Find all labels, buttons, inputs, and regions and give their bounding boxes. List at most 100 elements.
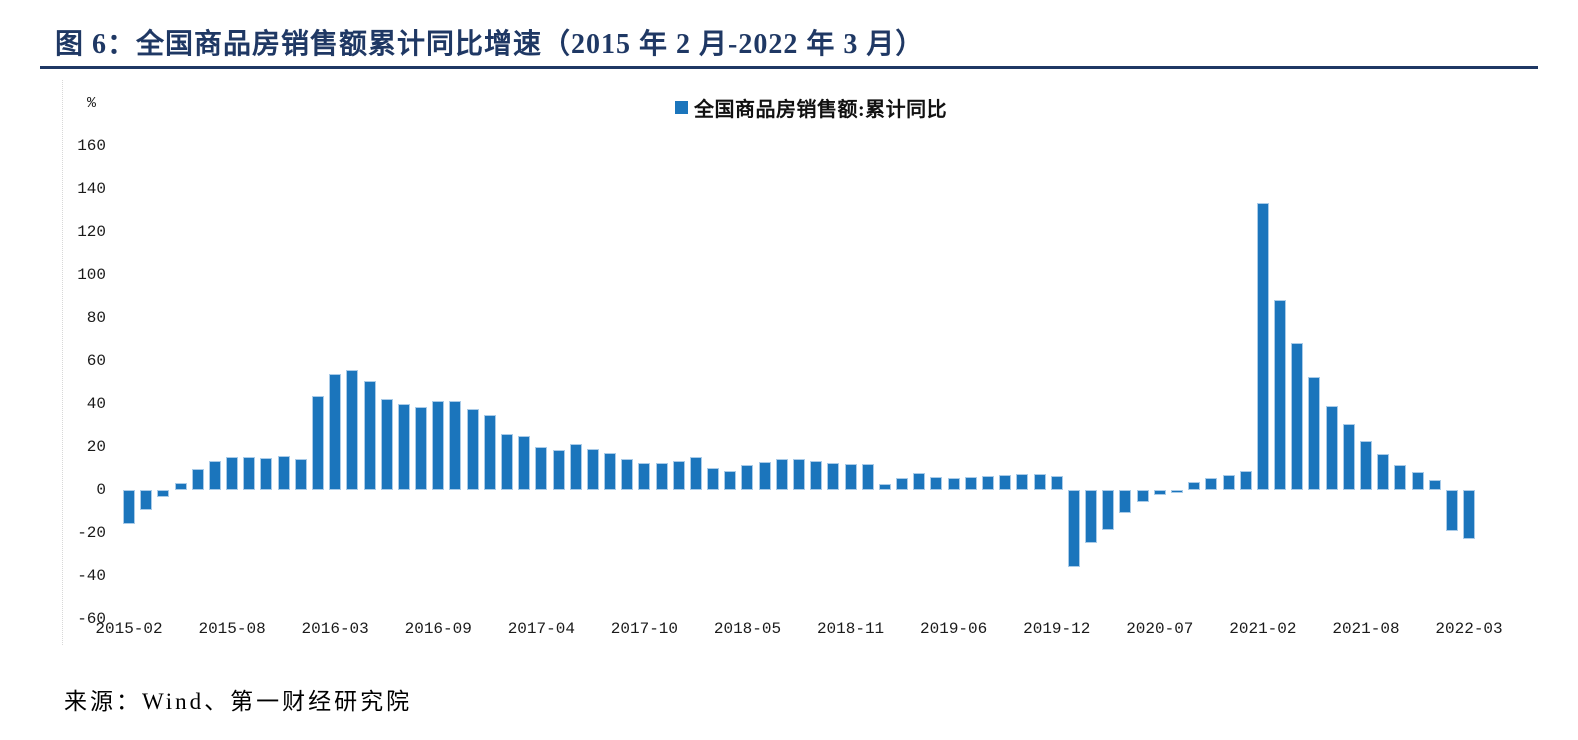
chart-title: 图 6：全国商品房销售额累计同比增速（2015 年 2 月-2022 年 3 月… — [55, 29, 925, 60]
legend: 全国商品房销售额:累计同比 — [675, 93, 947, 122]
bar-2015-04 — [157, 490, 170, 497]
bar-2018-05 — [741, 464, 754, 490]
legend-square-icon — [675, 101, 688, 114]
y-axis-unit-label: % — [86, 95, 96, 112]
bar-2022-02 — [1445, 490, 1458, 532]
x-tick-label: 2021-08 — [1332, 620, 1400, 638]
bar-2019-03 — [896, 477, 909, 490]
bar-2016-03 — [329, 373, 342, 490]
bar-2016-06 — [380, 399, 393, 490]
bar-2017-10 — [638, 462, 651, 490]
y-tick-label: 80 — [86, 309, 106, 327]
x-tick-label: 2018-11 — [816, 620, 885, 638]
bar-2016-05 — [363, 380, 376, 490]
bar-2015-05 — [174, 483, 187, 490]
bar-2016-08 — [415, 406, 428, 490]
bar-2018-12 — [861, 463, 874, 490]
y-tick-label: 120 — [77, 223, 106, 241]
y-tick-label: -40 — [77, 567, 106, 585]
bar-2017-09 — [621, 458, 634, 490]
bar-2016-09 — [432, 401, 445, 490]
x-tick-label: 2022-03 — [1435, 620, 1503, 638]
bar-2019-12 — [1050, 476, 1063, 490]
bar-2021-02 — [1256, 203, 1269, 490]
bar-2020-09 — [1188, 482, 1201, 490]
y-tick-label: 140 — [77, 180, 106, 198]
bar-2020-12 — [1239, 471, 1252, 490]
bar-2021-05 — [1308, 377, 1321, 490]
bar-2021-10 — [1394, 464, 1407, 490]
bar-2016-10 — [449, 401, 462, 490]
bar-2017-11 — [655, 462, 668, 490]
x-tick-label: 2015-02 — [95, 620, 163, 638]
bar-2020-04 — [1102, 490, 1115, 530]
y-tick-label: 60 — [86, 352, 106, 370]
bar-2015-12 — [294, 459, 307, 490]
bar-2021-03 — [1274, 299, 1287, 490]
bar-2021-08 — [1359, 440, 1372, 490]
x-tick-label: 2016-09 — [404, 620, 472, 638]
plot-area: 160 140 120 100 80 60 40 20 0 -20 -40 -60 2015-02 201… — [63, 80, 1533, 645]
bar-2018-09 — [810, 461, 823, 490]
y-tick-label: -60 — [77, 610, 106, 628]
y-tick-label: 0 — [96, 481, 106, 499]
bar-2019-06 — [947, 477, 960, 490]
bar-2017-12 — [672, 460, 685, 490]
bar-2017-05 — [552, 450, 565, 490]
bar-2019-07 — [964, 476, 977, 490]
bar-2015-07 — [208, 461, 221, 490]
legend-label: 全国商品房销售额:累计同比 — [694, 99, 948, 121]
x-tick-label: 2021-02 — [1229, 620, 1297, 638]
bar-2018-02 — [689, 457, 702, 490]
bar-2016-02 — [311, 396, 324, 490]
bar-2020-07 — [1153, 490, 1166, 495]
source-line: 来源：Wind、第一财经研究院 — [64, 689, 413, 714]
bar-2019-11 — [1033, 474, 1046, 490]
bar-2017-06 — [569, 443, 582, 490]
x-tick-label: 2016-03 — [301, 620, 369, 638]
bar-2019-10 — [1016, 474, 1029, 490]
bar-2017-04 — [535, 446, 548, 490]
x-tick-label: 2017-10 — [610, 620, 678, 638]
bar-2017-02 — [500, 434, 513, 490]
bar-2018-08 — [793, 458, 806, 490]
bar-2015-06 — [191, 468, 204, 490]
x-tick-label: 2020-07 — [1126, 620, 1194, 638]
bar-2018-10 — [827, 463, 840, 490]
bar-2021-04 — [1291, 343, 1304, 490]
bar-2022-03 — [1463, 490, 1476, 539]
bar-2020-06 — [1136, 490, 1149, 502]
bar-2018-11 — [844, 463, 857, 490]
y-tick-label: 100 — [77, 266, 106, 284]
bar-2021-12 — [1428, 479, 1441, 490]
bar-2015-09 — [243, 457, 256, 490]
bar-2020-11 — [1222, 474, 1235, 490]
bar-2021-09 — [1377, 454, 1390, 490]
title-divider — [40, 66, 1538, 69]
bar-2016-12 — [483, 415, 496, 490]
bar-2020-08 — [1170, 490, 1183, 494]
bar-2017-03 — [518, 436, 531, 490]
x-tick-label: 2017-04 — [507, 620, 575, 638]
chart-area: 全国商品房销售额:累计同比 % 160 140 120 100 80 60 40 20 0 -20… — [62, 80, 1533, 645]
x-tick-label: 2019-12 — [1023, 620, 1091, 638]
y-tick-label: -20 — [77, 524, 106, 542]
bar-2021-11 — [1411, 471, 1424, 490]
bar-2018-04 — [724, 470, 737, 490]
bar-2015-02 — [123, 490, 135, 524]
bar-2020-10 — [1205, 477, 1218, 490]
x-tick-label: 2019-06 — [920, 620, 988, 638]
bar-2021-06 — [1325, 406, 1338, 490]
y-tick-label: 40 — [86, 395, 106, 413]
bar-2019-02 — [878, 483, 891, 490]
bar-2016-11 — [466, 409, 479, 490]
bar-2015-10 — [260, 457, 273, 490]
bar-2018-03 — [707, 467, 720, 490]
bar-2020-03 — [1085, 490, 1098, 544]
x-tick-label: 2018-05 — [713, 620, 782, 638]
bar-2017-08 — [604, 453, 617, 490]
bar-2021-07 — [1342, 423, 1355, 490]
bar-2019-08 — [982, 475, 994, 490]
y-tick-label: 160 — [77, 137, 106, 155]
